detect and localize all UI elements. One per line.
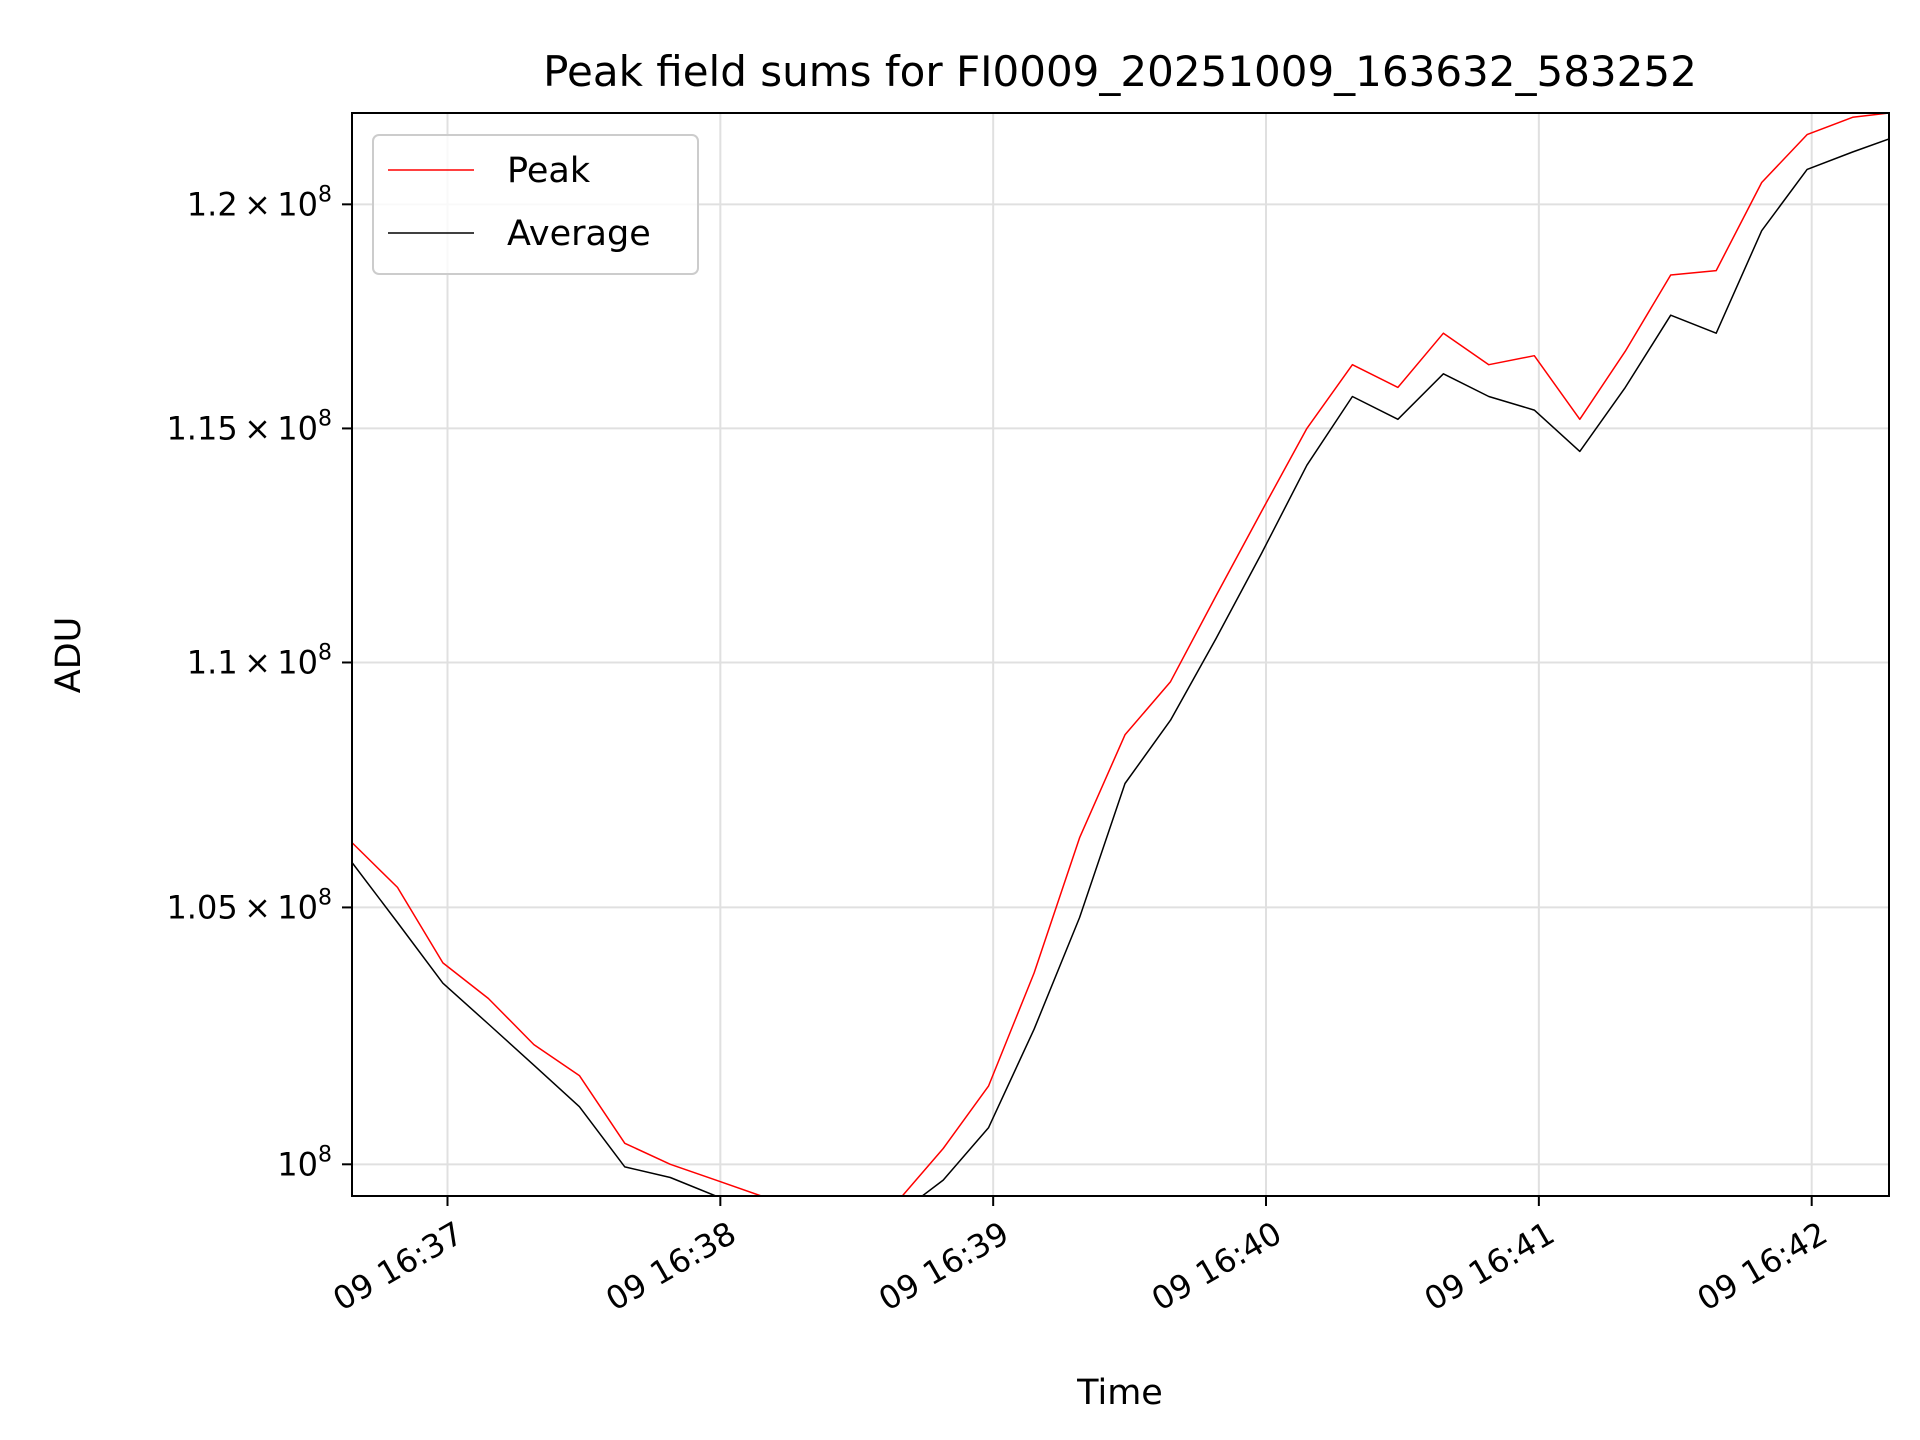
series-line-peak: [352, 113, 1889, 1196]
plot-frame: [351, 112, 1890, 1197]
chart-title: Peak field sums for FI0009_20251009_1636…: [543, 47, 1697, 96]
y-axis: 108 1.05 × 108 1.1 × 108 1.15 × 108 1.2 × 10…: [166, 182, 352, 1183]
y-tick-label: 108: [277, 1142, 332, 1183]
y-tick-label: 1.05 × 108: [166, 885, 332, 926]
y-tick-label: 1.2 × 108: [187, 182, 332, 223]
y-tick-label: 1.15 × 108: [166, 406, 332, 447]
legend: Peak Average: [372, 134, 699, 275]
series-layer: [352, 113, 1889, 1196]
legend-label-peak: Peak: [507, 151, 591, 191]
legend-label-average: Average: [507, 214, 651, 254]
y-tick-label: 1.1 × 108: [187, 640, 332, 681]
grid: [352, 113, 1889, 1196]
y-axis-label: ADU: [49, 617, 89, 694]
series-line-average: [352, 138, 1889, 1196]
x-axis-label: Time: [1076, 1373, 1163, 1413]
